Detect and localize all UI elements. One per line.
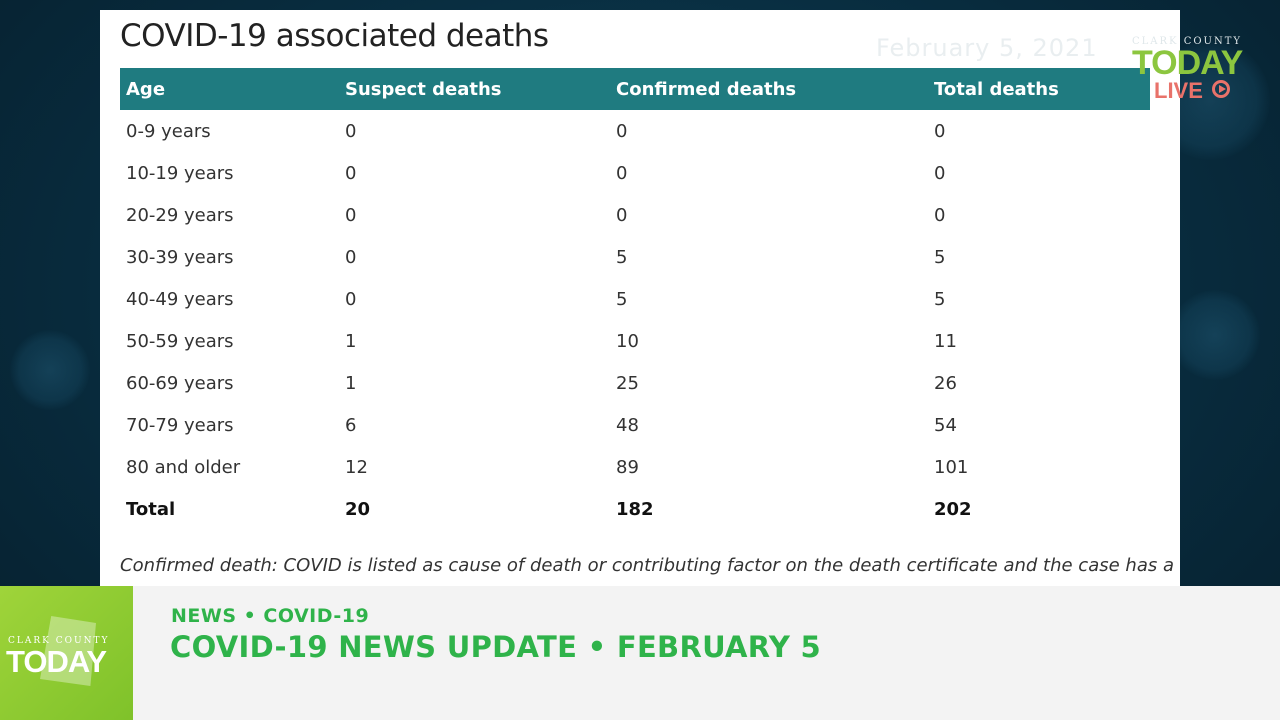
cell-total: 0 bbox=[934, 204, 946, 226]
cell-age: 0-9 years bbox=[126, 120, 211, 142]
play-circle-icon bbox=[1212, 80, 1230, 98]
cell-confirmed: 10 bbox=[616, 330, 639, 352]
deaths-by-age-table: Age Suspect deaths Confirmed deaths Tota… bbox=[120, 68, 1150, 530]
column-header-suspect: Suspect deaths bbox=[339, 68, 610, 110]
cell-suspect: 0 bbox=[345, 288, 357, 310]
cell-total: 0 bbox=[934, 162, 946, 184]
column-header-total: Total deaths bbox=[928, 68, 1150, 110]
cell-suspect: 1 bbox=[345, 330, 357, 352]
cell-total: 54 bbox=[934, 414, 957, 436]
cell-total-suspect: 20 bbox=[345, 498, 371, 520]
column-header-confirmed: Confirmed deaths bbox=[610, 68, 928, 110]
cell-age: 10-19 years bbox=[126, 162, 234, 184]
table-row: 30-39 years 0 5 5 bbox=[120, 236, 1150, 278]
cell-confirmed: 5 bbox=[616, 246, 628, 268]
table-row: 70-79 years 6 48 54 bbox=[120, 404, 1150, 446]
logo-brand-text: TODAY bbox=[1132, 44, 1243, 82]
table-row: 40-49 years 0 5 5 bbox=[120, 278, 1150, 320]
table-header-row: Age Suspect deaths Confirmed deaths Tota… bbox=[120, 68, 1150, 110]
table-row: 10-19 years 0 0 0 bbox=[120, 152, 1150, 194]
cell-suspect: 1 bbox=[345, 372, 357, 394]
table-total-row: Total 20 182 202 bbox=[120, 488, 1150, 530]
clark-county-today-live-logo: CLARK COUNTY TODAY LIVE bbox=[1126, 28, 1262, 108]
cell-age: 70-79 years bbox=[126, 414, 234, 436]
date-watermark: February 5, 2021 bbox=[876, 34, 1098, 62]
cell-suspect: 6 bbox=[345, 414, 357, 436]
cell-total: 5 bbox=[934, 246, 946, 268]
cell-confirmed: 0 bbox=[616, 204, 628, 226]
table-row: 50-59 years 1 10 11 bbox=[120, 320, 1150, 362]
cell-confirmed: 89 bbox=[616, 456, 639, 478]
washington-state-shape-icon bbox=[40, 616, 96, 686]
table-row: 60-69 years 1 25 26 bbox=[120, 362, 1150, 404]
cell-suspect: 0 bbox=[345, 120, 357, 142]
clark-county-today-logo: CLARK COUNTY TODAY bbox=[0, 586, 133, 720]
background-virus-graphic bbox=[1170, 290, 1260, 380]
cell-age: 50-59 years bbox=[126, 330, 234, 352]
story-headline: COVID-19 NEWS UPDATE • FEBRUARY 5 bbox=[170, 630, 822, 664]
cell-age: 80 and older bbox=[126, 456, 241, 478]
confirmed-death-footnote: Confirmed death: COVID is listed as caus… bbox=[120, 555, 1174, 576]
logo-brand-text: TODAY bbox=[6, 644, 107, 679]
cell-total: 11 bbox=[934, 330, 957, 352]
cell-total: 0 bbox=[934, 120, 946, 142]
table-row: 80 and older 12 89 101 bbox=[120, 446, 1150, 488]
cell-suspect: 0 bbox=[345, 162, 357, 184]
lower-third-banner: CLARK COUNTY TODAY NEWS • COVID-19 COVID… bbox=[0, 586, 1280, 720]
cell-confirmed: 25 bbox=[616, 372, 639, 394]
table-row: 20-29 years 0 0 0 bbox=[120, 194, 1150, 236]
logo-county-text: CLARK COUNTY bbox=[1132, 36, 1242, 47]
cell-age: 40-49 years bbox=[126, 288, 234, 310]
panel-title: COVID-19 associated deaths bbox=[120, 18, 549, 54]
cell-confirmed: 48 bbox=[616, 414, 639, 436]
cell-confirmed: 0 bbox=[616, 120, 628, 142]
cell-total: 26 bbox=[934, 372, 957, 394]
cell-total: 5 bbox=[934, 288, 946, 310]
deaths-table-panel: COVID-19 associated deaths February 5, 2… bbox=[100, 10, 1180, 586]
cell-suspect: 0 bbox=[345, 246, 357, 268]
background-virus-graphic bbox=[10, 330, 90, 410]
logo-live-text: LIVE bbox=[1154, 78, 1203, 103]
story-kicker: NEWS • COVID-19 bbox=[171, 605, 370, 627]
cell-confirmed: 0 bbox=[616, 162, 628, 184]
cell-confirmed: 5 bbox=[616, 288, 628, 310]
column-header-age: Age bbox=[120, 68, 339, 110]
cell-total-label: Total bbox=[126, 498, 176, 520]
cell-suspect: 0 bbox=[345, 204, 357, 226]
logo-county-text: CLARK COUNTY bbox=[8, 636, 110, 646]
cell-age: 60-69 years bbox=[126, 372, 234, 394]
cell-suspect: 12 bbox=[345, 456, 368, 478]
table-row: 0-9 years 0 0 0 bbox=[120, 110, 1150, 152]
cell-total-confirmed: 182 bbox=[616, 498, 654, 520]
cell-age: 30-39 years bbox=[126, 246, 234, 268]
cell-total: 101 bbox=[934, 456, 969, 478]
cell-total-total: 202 bbox=[934, 498, 972, 520]
cell-age: 20-29 years bbox=[126, 204, 234, 226]
